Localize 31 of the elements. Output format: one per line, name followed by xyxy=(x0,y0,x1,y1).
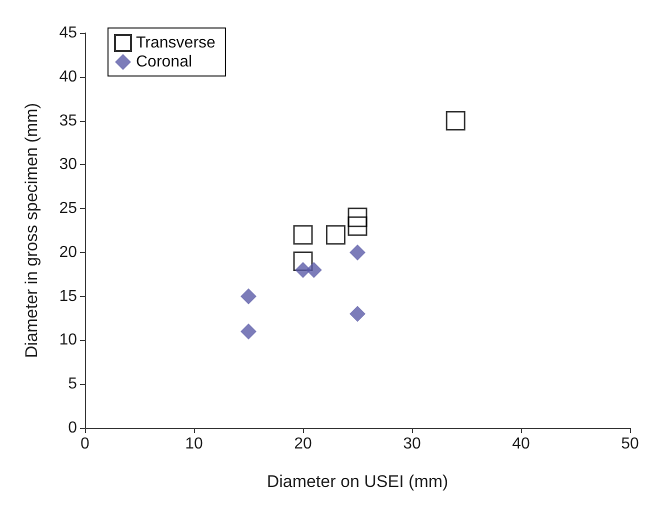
point xyxy=(326,225,346,245)
y-tick-label: 45 xyxy=(59,24,78,42)
x-tick-label: 30 xyxy=(403,436,421,452)
y-tick-label: 30 xyxy=(59,156,78,174)
point xyxy=(240,288,256,304)
point xyxy=(350,244,366,260)
x-tick-label: 0 xyxy=(80,436,90,452)
y-tick-label: 20 xyxy=(59,244,78,261)
legend-label: Coronal xyxy=(136,54,192,70)
x-tick-label: 10 xyxy=(185,436,203,452)
y-tick-label: 35 xyxy=(59,112,78,130)
y-tick-label: 40 xyxy=(59,68,78,86)
point xyxy=(293,225,313,245)
y-tick-label: 0 xyxy=(68,420,78,436)
point xyxy=(240,323,256,340)
y-tick-label: 10 xyxy=(59,332,78,349)
x-tick-label: 40 xyxy=(512,436,530,452)
y-tick-label: 15 xyxy=(59,288,78,305)
legend-label: Transverse xyxy=(136,34,216,52)
point xyxy=(348,216,368,236)
point xyxy=(348,208,368,228)
x-axis-title: Diameter on USEI (mm) xyxy=(266,472,448,491)
point xyxy=(306,262,322,278)
y-tick-label: 25 xyxy=(59,200,78,218)
y-tick-label: 5 xyxy=(68,376,78,393)
x-tick-label: 20 xyxy=(294,436,312,452)
point xyxy=(446,111,466,131)
x-tick-label: 50 xyxy=(621,436,639,452)
point xyxy=(350,306,366,322)
point xyxy=(293,251,313,271)
y-axis-title: Diameter in gross specimen (mm) xyxy=(22,102,41,358)
